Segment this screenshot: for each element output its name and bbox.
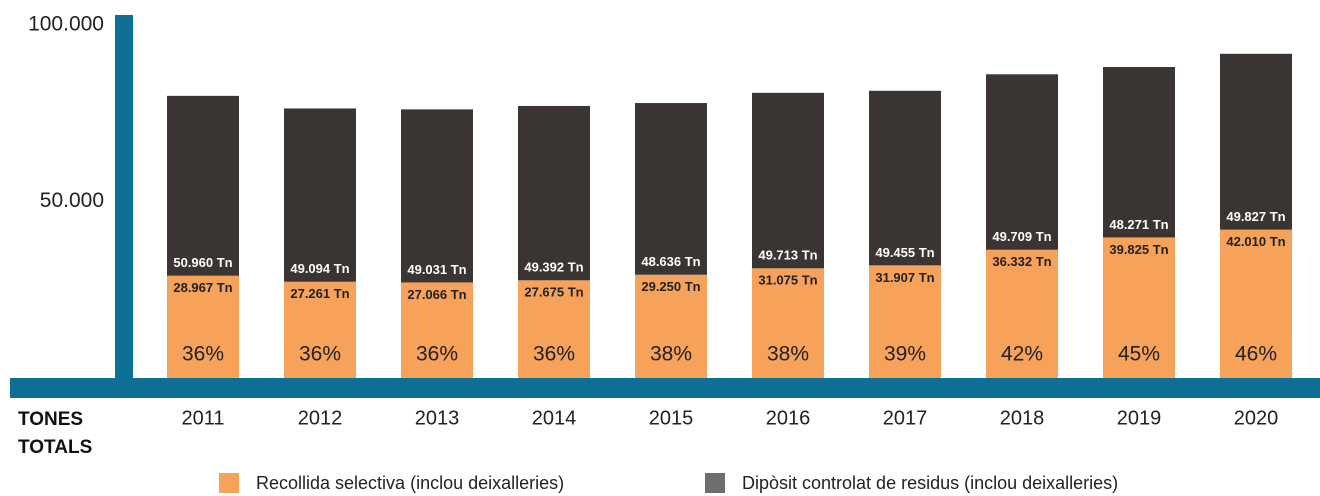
bar-segment [518,280,590,378]
bar-segment [869,90,941,266]
value-label: 49.455 Tn [875,245,934,260]
bar-segment [167,95,239,276]
bar-segment [1220,229,1292,378]
share-label: 42% [1001,343,1043,366]
x-tick-label: 2011 [181,407,224,429]
x-tick-label: 2015 [649,407,694,429]
x-axis-label: TONES TOTALS [18,409,92,458]
x-tick-label: 2020 [1234,407,1279,429]
share-label: 46% [1235,343,1277,366]
bar-segment [752,92,824,269]
x-tick-label: 2014 [532,407,577,429]
bar-segment [284,108,356,282]
share-label: 38% [650,343,692,366]
value-label: 49.031 Tn [407,262,466,277]
value-label: 49.713 Tn [758,248,817,263]
value-label: 27.675 Tn [524,285,583,300]
value-label: 36.332 Tn [992,254,1051,269]
value-label: 31.075 Tn [758,273,817,288]
value-label: 27.066 Tn [407,287,466,302]
bar-segment [986,249,1058,378]
bar-segment [635,274,707,378]
share-label: 36% [299,343,341,366]
bar-segment [401,282,473,378]
share-label: 36% [182,343,224,366]
y-tick-label: 50.000 [40,189,104,212]
legend-swatch [219,473,239,493]
value-label: 29.250 Tn [641,279,700,294]
bar-segment [986,74,1058,250]
share-label: 38% [767,343,809,366]
value-label: 42.010 Tn [1226,234,1285,249]
value-label: 49.094 Tn [290,261,349,276]
bar-segment [1220,53,1292,230]
bar-segment [752,268,824,378]
value-label: 49.709 Tn [992,229,1051,244]
bar-segment [284,281,356,378]
y-tick-label: 100.000 [28,13,104,36]
x-axis [10,378,1320,398]
x-tick-label: 2018 [1000,407,1045,429]
bar-segment [167,275,239,378]
share-label: 45% [1118,343,1160,366]
x-tick-label: 2019 [1117,407,1162,429]
value-label: 48.636 Tn [641,254,700,269]
legend-swatch [705,473,725,493]
value-label: 49.827 Tn [1226,209,1285,224]
legend-label: Dipòsit controlat de residus (inclou dei… [742,473,1118,493]
x-axis-label-line: TOTALS [18,437,92,458]
value-label: 28.967 Tn [173,280,232,295]
x-tick-label: 2016 [766,407,811,429]
bar-segment [869,265,941,378]
bar-segment [518,105,590,281]
value-label: 39.825 Tn [1109,242,1168,257]
bar-segment [635,103,707,275]
share-label: 39% [884,343,926,366]
legend-label: Recollida selectiva (inclou deixalleries… [256,473,564,493]
x-axis-label-line: TONES [18,409,83,430]
value-label: 31.907 Tn [875,270,934,285]
value-label: 27.261 Tn [290,286,349,301]
value-label: 50.960 Tn [173,255,232,270]
bar-segment [1103,237,1175,378]
x-tick-label: 2013 [415,407,460,429]
value-label: 49.392 Tn [524,260,583,275]
bar-segment [401,109,473,283]
share-label: 36% [416,343,458,366]
x-tick-label: 2012 [298,407,343,429]
bar-segment [1103,67,1175,238]
x-tick-label: 2017 [883,407,928,429]
y-axis [115,15,133,398]
share-label: 36% [533,343,575,366]
value-label: 48.271 Tn [1109,217,1168,232]
